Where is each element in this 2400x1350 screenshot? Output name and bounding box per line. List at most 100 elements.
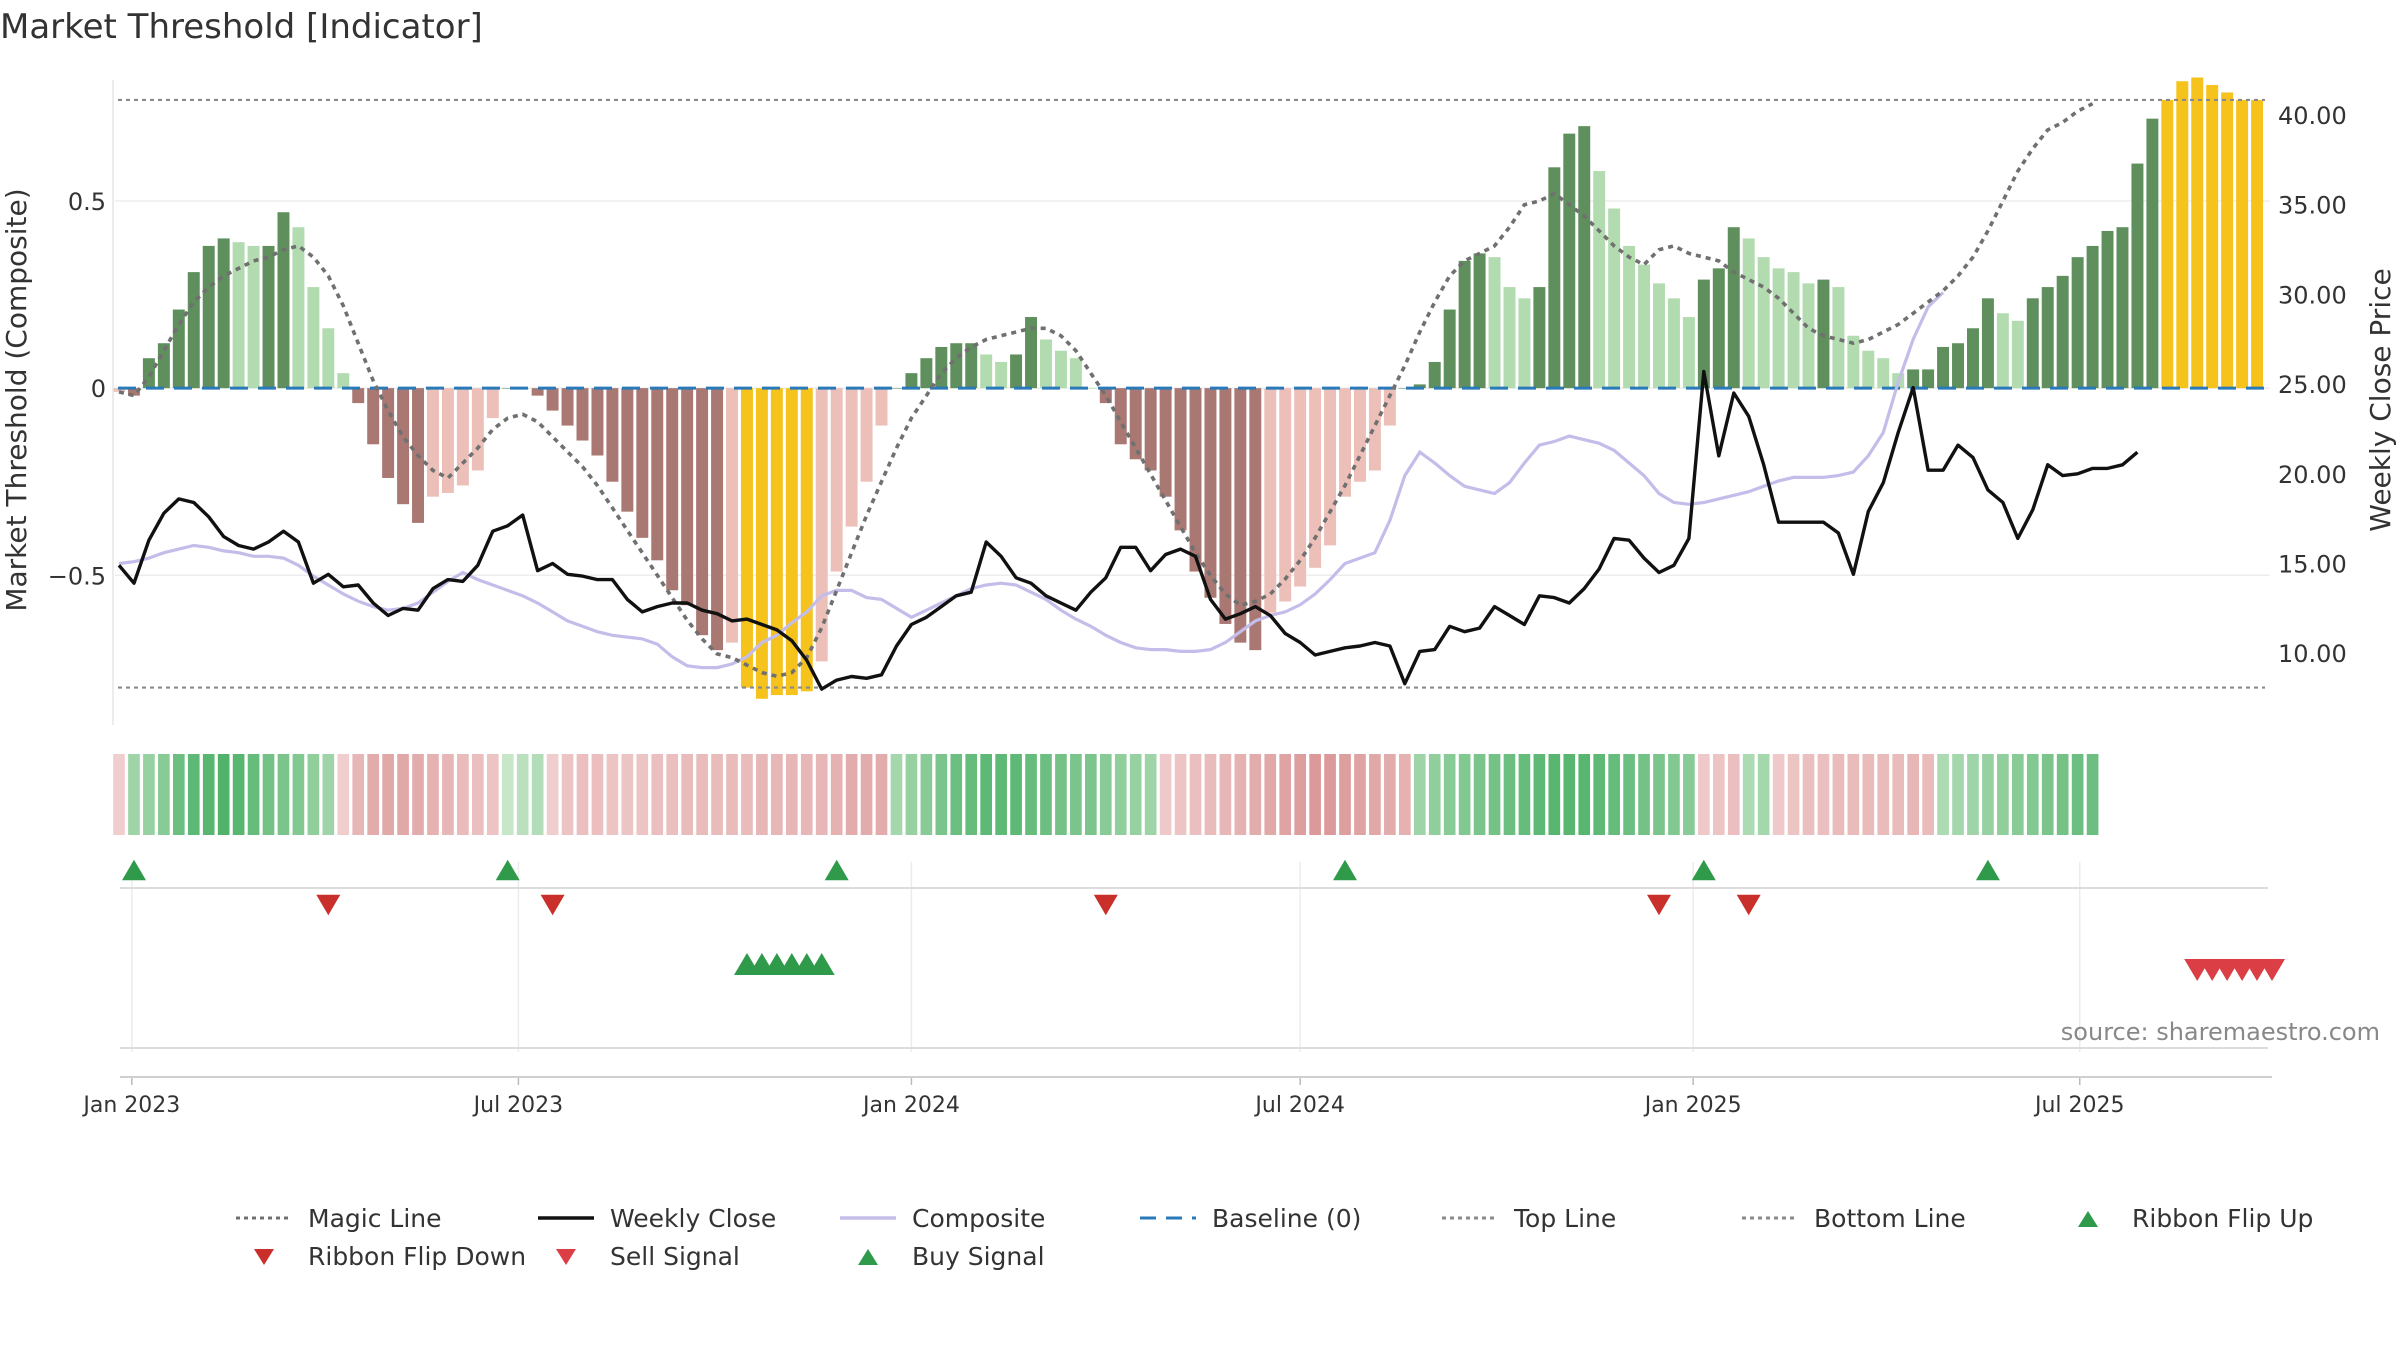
legend-symbol [556, 1249, 576, 1265]
ribbon-flip-down-marker [316, 894, 341, 916]
ribbon-cell [1159, 754, 1172, 835]
ribbon-cell [1398, 754, 1411, 835]
histogram-bar [157, 343, 170, 389]
x-tick-label: Jul 2025 [2033, 1093, 2125, 1118]
ribbon-cell [472, 754, 484, 835]
ribbon-cell [1982, 754, 1994, 835]
histogram-bar [1503, 287, 1516, 389]
histogram-bar [127, 388, 140, 396]
ribbon-cell [546, 754, 559, 835]
ribbon-cell [1324, 754, 1336, 835]
ribbon-cell [1593, 754, 1606, 835]
histogram-bar [965, 343, 978, 389]
ribbon-cell [1967, 754, 1979, 835]
histogram-bar [2161, 99, 2174, 389]
ribbon-cell [1937, 754, 1949, 835]
ribbon-flip-up-marker [1333, 859, 1357, 881]
ribbon-cell [995, 754, 1007, 835]
histogram-bar [1219, 388, 1232, 624]
legend-symbol [2078, 1211, 2098, 1227]
ribbon-cell [711, 754, 723, 835]
histogram-bar [217, 238, 230, 389]
ribbon-cell [1892, 754, 1905, 835]
ribbon-cell [247, 754, 260, 835]
histogram-bar [2116, 227, 2129, 389]
histogram-bar [382, 388, 395, 478]
ribbon-cell [382, 754, 394, 835]
histogram-bar [307, 287, 320, 389]
ribbon-cell [2011, 754, 2024, 835]
ribbon-cell [1174, 754, 1187, 835]
histogram-bar [2176, 81, 2189, 389]
histogram-bar [1368, 388, 1381, 471]
ribbon-cell [696, 754, 708, 835]
ribbon-cell [1473, 754, 1486, 835]
legend-symbol [538, 1216, 594, 1220]
line-series [117, 98, 2272, 691]
ribbon-cell [232, 754, 245, 835]
ribbon-cell [158, 754, 170, 835]
ribbon-cell [606, 754, 619, 835]
ribbon-cell [1922, 754, 1934, 835]
histogram-bar [1712, 268, 1725, 389]
histogram-bar [1533, 287, 1546, 389]
ribbon-cell [1413, 754, 1426, 835]
histogram-bar [1907, 369, 1920, 389]
histogram-bar [845, 388, 858, 527]
histogram-bar [1922, 369, 1935, 389]
signal-markers [120, 859, 2285, 1078]
histogram-bar [666, 388, 679, 591]
histogram-bar [2026, 298, 2039, 389]
histogram-bar [1742, 238, 1755, 389]
axes-layer: 0.5 0 −0.5 10.00 15.00 20.00 25.00 30.00 35.00 40… [48, 80, 2347, 1118]
ribbon-cell [1518, 754, 1531, 835]
y-right-tick-label: 15.00 [2278, 550, 2347, 578]
histogram-bar [1204, 388, 1217, 598]
ribbon-cell [516, 754, 529, 835]
ribbon-cell [1787, 754, 1800, 835]
histogram-bar [1458, 260, 1471, 389]
ribbon-cell [666, 754, 679, 835]
ribbon-strip [113, 754, 2099, 835]
ribbon-cell [1772, 754, 1785, 835]
y-right-tick-label: 10.00 [2278, 640, 2347, 668]
legend-symbol [236, 1216, 292, 1220]
histogram-bar [367, 388, 380, 445]
histogram-bar [337, 373, 350, 389]
ribbon-cell [875, 754, 888, 835]
histogram-bar [1069, 358, 1082, 389]
ribbon-cell [1907, 754, 1919, 835]
histogram-bar [142, 358, 155, 389]
histogram-bar [1996, 313, 2009, 389]
histogram-bar [546, 388, 559, 411]
histogram-bar [2146, 118, 2159, 389]
source-credit: source: sharemaestro.com [2061, 1018, 2380, 1046]
histogram-bar [1383, 388, 1396, 426]
histogram-bar [576, 388, 589, 441]
histogram-bar [1174, 388, 1187, 531]
y-right-tick-label: 20.00 [2278, 461, 2347, 489]
ribbon-flip-up-marker [824, 859, 849, 881]
histogram-bar [531, 388, 544, 396]
legend-label: Composite [912, 1203, 1046, 1233]
histogram-bar [1727, 227, 1740, 389]
ribbon-cell [1698, 754, 1710, 835]
histogram-bar [2101, 230, 2114, 389]
ribbon-cell [1055, 754, 1067, 835]
histogram-bar [860, 388, 873, 482]
histogram-bar [1697, 279, 1710, 389]
ribbon-cell [890, 754, 903, 835]
ribbon-cell [1279, 754, 1292, 835]
ribbon-cell [1354, 754, 1366, 835]
ribbon-cell [322, 754, 335, 835]
histogram-bar [1937, 346, 1950, 389]
ribbon-cell [1189, 754, 1202, 835]
ribbon-cell [1339, 754, 1351, 835]
ribbon-cell [1114, 754, 1127, 835]
ribbon-cell [143, 754, 155, 835]
ribbon-cell [800, 754, 813, 835]
ribbon-cell [2071, 754, 2084, 835]
ribbon-cell [815, 754, 828, 835]
histogram-bar [2191, 77, 2204, 389]
ribbon-cell [187, 754, 200, 835]
